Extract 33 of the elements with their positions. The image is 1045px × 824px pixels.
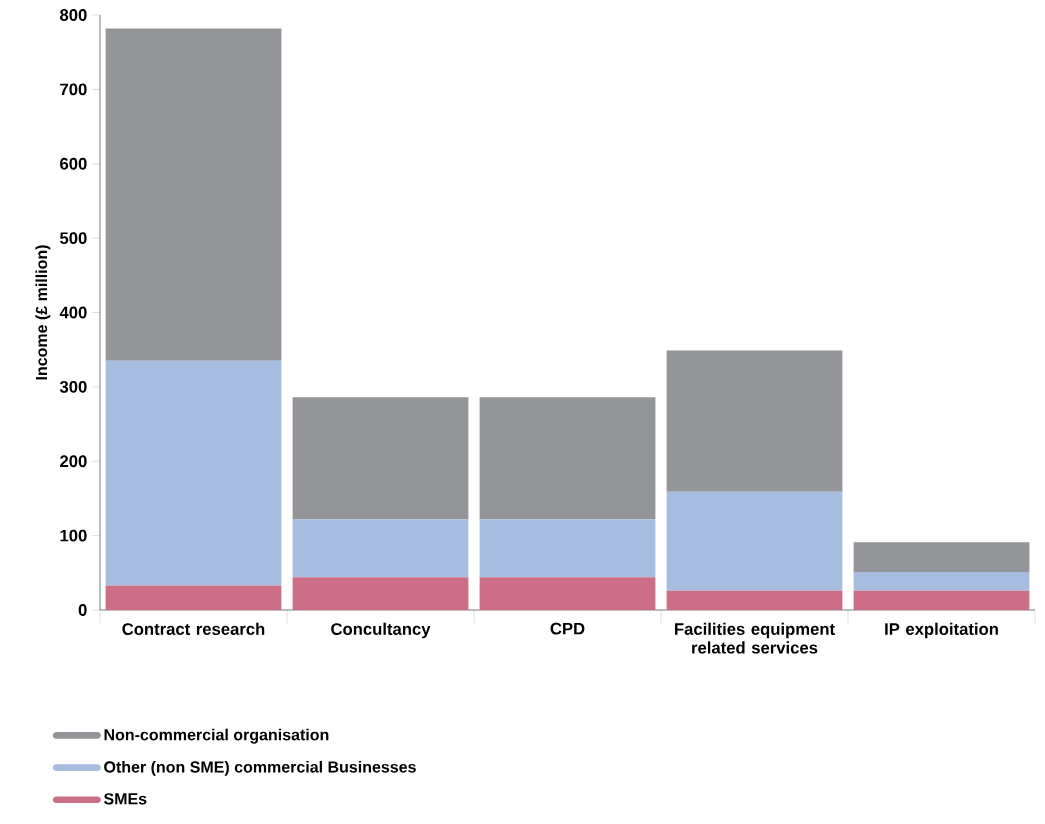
y-tick-label: 500 (60, 232, 87, 245)
y-tick-label: 0 (78, 604, 87, 616)
bar (479, 577, 656, 610)
bar (666, 491, 843, 591)
x-tick-label: Concultancy (331, 622, 431, 639)
y-tick-label: 300 (59, 380, 87, 393)
y-tick-label: 400 (59, 306, 87, 319)
y-tick-label: 700 (60, 83, 87, 96)
legend-label: Non-commercial organisation (104, 728, 329, 744)
bar (105, 28, 282, 361)
y-tick-label: 200 (60, 455, 87, 468)
y-tick-label: 800 (60, 9, 87, 21)
bar (292, 577, 469, 610)
bar (292, 519, 469, 578)
bar (853, 542, 1030, 573)
y-axis-title: Income (£ million) (35, 245, 51, 380)
x-tick-label: IP exploitation (885, 622, 998, 639)
bar (105, 585, 282, 610)
legend-label: Other (non SME) commercial Businesses (104, 760, 416, 776)
x-tick-label: Facilities equipment related services (675, 622, 835, 654)
y-tick-label: 100 (60, 529, 87, 542)
x-tick-label: Contract research (122, 622, 265, 635)
bar (853, 590, 1030, 610)
bar (292, 397, 469, 520)
bar (853, 572, 1030, 591)
x-tick-label: CPD (550, 622, 585, 635)
bar (666, 350, 843, 492)
bar (479, 519, 656, 578)
bar (479, 397, 656, 520)
legend-label: SMEs (103, 793, 147, 805)
bar (666, 590, 843, 610)
y-tick-label: 600 (60, 157, 87, 170)
bar (105, 360, 282, 586)
